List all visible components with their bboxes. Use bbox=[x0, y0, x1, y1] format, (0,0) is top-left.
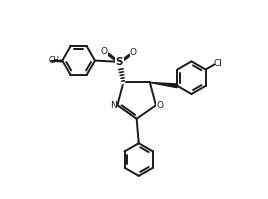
Text: O: O bbox=[130, 48, 137, 57]
Text: CH₃: CH₃ bbox=[49, 56, 63, 65]
Text: N: N bbox=[110, 101, 117, 110]
Text: O: O bbox=[156, 101, 163, 110]
Polygon shape bbox=[150, 82, 178, 88]
Text: Cl: Cl bbox=[213, 59, 222, 68]
Text: O: O bbox=[101, 47, 108, 56]
Text: S: S bbox=[116, 57, 123, 67]
